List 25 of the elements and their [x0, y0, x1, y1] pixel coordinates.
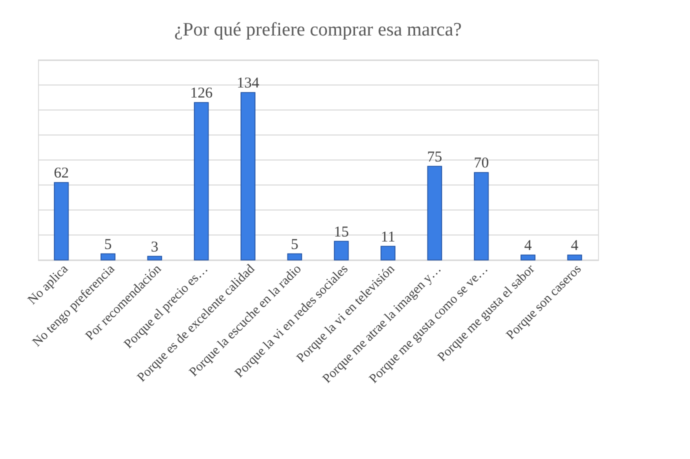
- chart-title: ¿Por qué prefiere comprar esa marca?: [174, 20, 462, 40]
- bar: [567, 254, 582, 260]
- data-label: 5: [290, 236, 298, 253]
- bar: [287, 253, 302, 260]
- data-label: 75: [427, 149, 442, 166]
- bar: [427, 166, 442, 260]
- bar: [520, 254, 536, 260]
- data-label: 4: [524, 238, 532, 254]
- data-label: 126: [190, 86, 214, 102]
- bar: [240, 92, 256, 260]
- bar: [100, 253, 116, 260]
- bar: [147, 256, 162, 260]
- bar: [380, 246, 396, 260]
- data-label: 4: [570, 238, 579, 254]
- data-label: 5: [104, 236, 112, 253]
- data-label: 11: [380, 229, 396, 246]
- data-label: 62: [54, 166, 69, 182]
- data-label: 3: [150, 239, 158, 256]
- bar: [194, 102, 209, 260]
- data-label: 70: [474, 156, 489, 172]
- data-label: 134: [236, 76, 260, 92]
- bar: [334, 240, 349, 260]
- bar: [54, 182, 69, 260]
- data-label: 15: [334, 224, 349, 240]
- bar: [474, 172, 489, 260]
